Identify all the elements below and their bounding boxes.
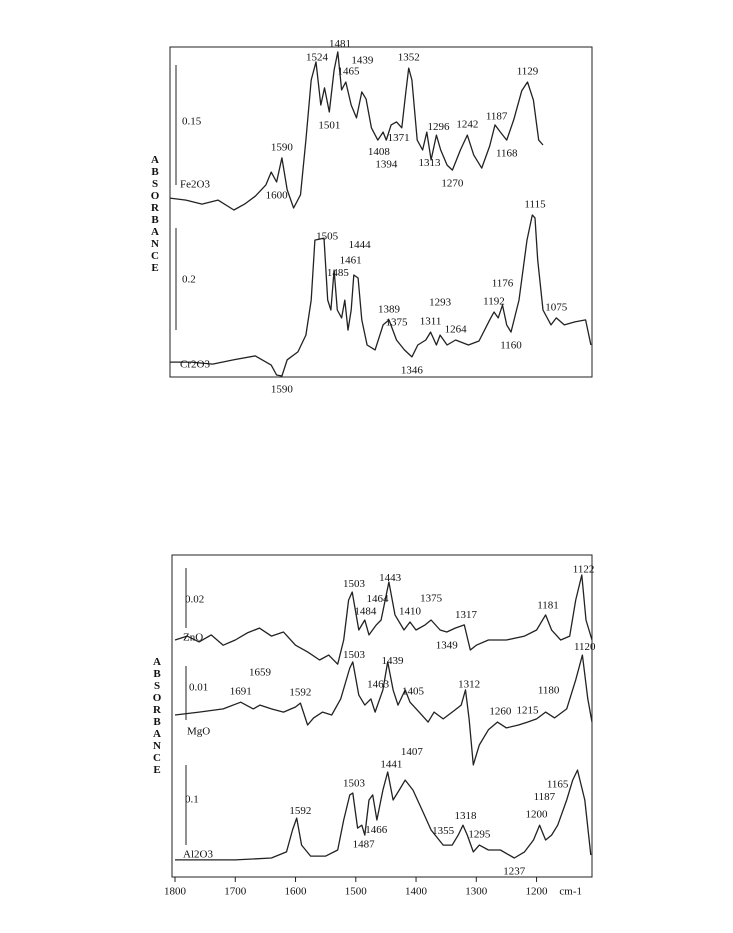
- peak-label: 1349: [436, 639, 459, 651]
- peak-label: 1487: [353, 839, 376, 851]
- peak-label: 1600: [266, 190, 289, 202]
- peak-label: 1590: [271, 384, 294, 396]
- peak-label: 1264: [445, 324, 468, 336]
- peak-label: 1075: [545, 301, 568, 313]
- peak-label: 1346: [401, 364, 424, 376]
- peak-label: 1352: [398, 52, 420, 64]
- peak-label: 1503: [343, 578, 366, 590]
- plot-frame: [171, 554, 593, 878]
- peak-label: 1590: [271, 141, 294, 153]
- x-tick-label: 1400: [405, 886, 428, 898]
- peak-label: 1129: [517, 66, 539, 78]
- x-tick-label: 1600: [285, 886, 308, 898]
- peak-label: 1295: [468, 829, 491, 841]
- series-name: Fe2O3: [180, 179, 210, 191]
- x-tick-label: 1300: [465, 886, 488, 898]
- spectrum-line: [170, 214, 592, 377]
- peak-label: 1192: [483, 296, 505, 308]
- peak-label: 1115: [524, 199, 546, 211]
- peak-label: 1592: [289, 805, 311, 817]
- plot-frame: [169, 46, 593, 378]
- series-name: ZnO: [183, 632, 203, 644]
- peak-label: 1187: [486, 111, 508, 123]
- scale-label: 0.02: [185, 594, 204, 606]
- spectrum-line: [169, 51, 544, 211]
- peak-label: 1405: [402, 686, 425, 698]
- peak-label: 1242: [456, 119, 478, 131]
- peak-label: 1165: [547, 778, 569, 790]
- peak-label: 1485: [327, 267, 350, 279]
- peak-label: 1464: [366, 593, 389, 605]
- peak-label: 1176: [492, 278, 514, 290]
- peak-label: 1355: [432, 825, 455, 837]
- spectrum-line: [174, 654, 593, 766]
- peak-label: 1313: [418, 157, 441, 169]
- peak-label: 1466: [365, 824, 388, 836]
- peak-label: 1317: [455, 609, 478, 621]
- x-axis-label: cm-1: [559, 886, 582, 898]
- peak-label: 1318: [454, 810, 477, 822]
- x-tick-label: 1700: [224, 886, 247, 898]
- peak-label: 1505: [316, 230, 339, 242]
- peak-label: 1441: [380, 759, 402, 771]
- x-tick-label: 1500: [345, 886, 368, 898]
- peak-label: 1168: [496, 148, 518, 160]
- peak-label: 1394: [375, 159, 398, 171]
- peak-label: 1371: [388, 132, 410, 144]
- peak-label: 1465: [337, 66, 360, 78]
- peak-label: 1691: [230, 686, 252, 698]
- scale-label: 0.15: [182, 116, 202, 128]
- peak-label: 1503: [343, 778, 366, 790]
- peak-label: 1439: [351, 54, 374, 66]
- series-name: Al2O3: [183, 849, 213, 861]
- x-tick-label: 1200: [526, 886, 549, 898]
- peak-label: 1463: [367, 679, 390, 691]
- peak-label: 1260: [489, 706, 512, 718]
- peak-label: 1444: [349, 239, 372, 251]
- peak-label: 1215: [517, 705, 540, 717]
- peak-label: 1659: [249, 667, 272, 679]
- peak-label: 1200: [526, 809, 549, 821]
- peak-label: 1311: [420, 316, 442, 328]
- peak-label: 1237: [503, 866, 526, 878]
- x-tick-label: 1800: [164, 886, 187, 898]
- spectrum-line: [174, 574, 593, 665]
- peak-label: 1181: [537, 599, 559, 611]
- peak-label: 1407: [401, 746, 424, 758]
- peak-label: 1410: [399, 606, 422, 618]
- peak-label: 1180: [538, 685, 560, 697]
- peak-label: 1270: [441, 178, 464, 190]
- peak-label: 1503: [343, 649, 366, 661]
- peak-label: 1389: [378, 303, 401, 315]
- peak-label: 1296: [428, 121, 451, 133]
- peak-label: 1293: [429, 297, 452, 309]
- peak-label: 1375: [420, 593, 443, 605]
- peak-label: 1484: [354, 606, 377, 618]
- peak-label: 1375: [385, 316, 408, 328]
- peak-label: 1443: [379, 572, 402, 584]
- peak-label: 1120: [574, 641, 596, 653]
- peak-label: 1501: [318, 120, 340, 132]
- peak-label: 1187: [534, 791, 556, 803]
- series-name: MgO: [187, 726, 210, 738]
- series-name: Cr2O3: [180, 359, 210, 371]
- scale-label: 0.01: [189, 682, 208, 694]
- peak-label: 1408: [368, 146, 391, 158]
- peak-label: 1481: [329, 38, 351, 50]
- peak-label: 1439: [382, 655, 405, 667]
- peak-label: 1122: [573, 564, 595, 576]
- spectrum-line: [175, 769, 592, 861]
- scale-label: 0.1: [185, 794, 199, 806]
- scale-label: 0.2: [182, 274, 196, 286]
- peak-label: 1160: [500, 340, 522, 352]
- peak-label: 1312: [458, 678, 480, 690]
- peak-label: 1524: [306, 51, 329, 63]
- peak-label: 1461: [340, 255, 362, 267]
- peak-label: 1592: [289, 687, 311, 699]
